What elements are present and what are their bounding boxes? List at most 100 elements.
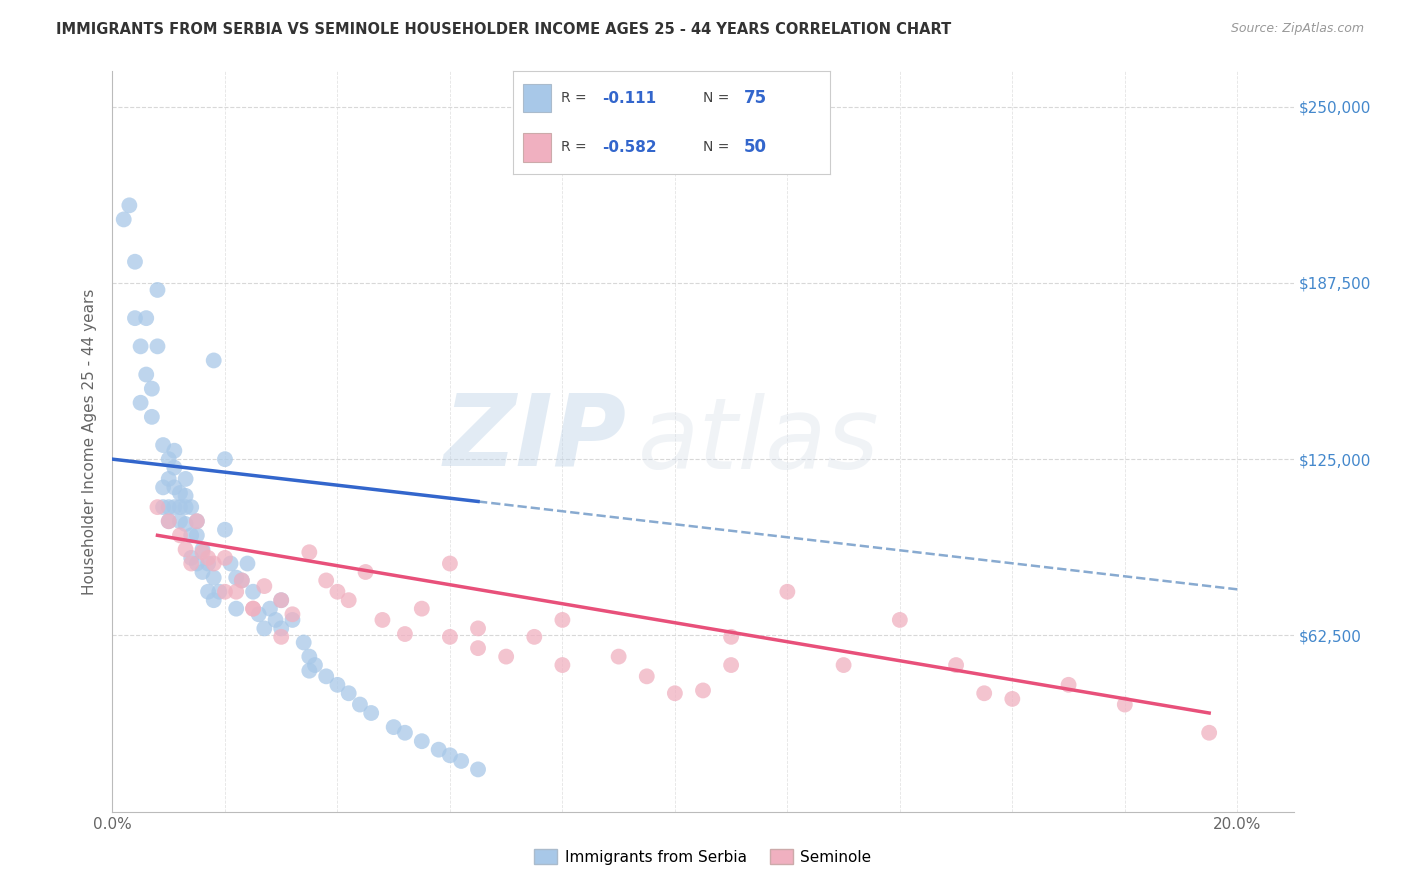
Point (467, 641, 489, 656)
Point (337, 593, 360, 607)
Point (270, 630, 292, 644)
Point (214, 584, 236, 599)
Point (1057, 678, 1080, 692)
Point (253, 621, 276, 635)
Point (298, 545, 321, 559)
Point (720, 630, 742, 644)
Point (720, 658, 742, 673)
Point (231, 574, 253, 588)
Point (186, 514, 208, 528)
Point (157, 500, 180, 515)
Text: -0.111: -0.111 (602, 90, 655, 105)
Point (174, 489, 197, 503)
Point (169, 528, 191, 542)
Point (371, 613, 394, 627)
Point (360, 706, 382, 720)
Point (157, 514, 180, 528)
Point (186, 514, 208, 528)
Point (146, 339, 169, 353)
Point (186, 528, 208, 542)
Point (242, 601, 264, 615)
Point (467, 763, 489, 777)
Point (219, 557, 242, 571)
Y-axis label: Householder Income Ages 25 - 44 years: Householder Income Ages 25 - 44 years (82, 288, 97, 595)
Point (692, 683, 714, 698)
Point (523, 630, 546, 644)
Point (141, 382, 163, 396)
Point (197, 550, 219, 565)
Text: N =: N = (703, 91, 734, 105)
Point (973, 686, 995, 700)
Point (174, 500, 197, 515)
Point (214, 523, 236, 537)
Point (411, 734, 433, 748)
Point (141, 409, 163, 424)
Point (636, 669, 658, 683)
Point (152, 438, 174, 452)
Point (180, 550, 202, 565)
Point (163, 460, 186, 475)
Point (607, 649, 630, 664)
Point (152, 500, 174, 515)
Point (450, 754, 472, 768)
Text: 50: 50 (744, 138, 768, 156)
Point (394, 725, 416, 739)
Point (146, 283, 169, 297)
Point (945, 658, 967, 673)
Point (174, 472, 197, 486)
Point (180, 528, 202, 542)
Point (242, 601, 264, 615)
Point (315, 574, 337, 588)
Point (118, 198, 141, 212)
Point (186, 557, 208, 571)
Point (157, 514, 180, 528)
Point (832, 658, 855, 673)
Point (225, 584, 247, 599)
Point (439, 630, 461, 644)
Point (394, 627, 416, 641)
Point (270, 621, 292, 635)
Text: IMMIGRANTS FROM SERBIA VS SEMINOLE HOUSEHOLDER INCOME AGES 25 - 44 YEARS CORRELA: IMMIGRANTS FROM SERBIA VS SEMINOLE HOUSE… (56, 22, 952, 37)
Point (242, 584, 264, 599)
Point (202, 571, 225, 585)
Point (202, 353, 225, 368)
Point (495, 649, 517, 664)
Point (191, 565, 214, 579)
Point (315, 669, 337, 683)
Point (551, 658, 574, 673)
Point (225, 571, 247, 585)
Point (304, 658, 326, 673)
Point (157, 472, 180, 486)
FancyBboxPatch shape (523, 133, 551, 161)
Point (152, 480, 174, 494)
Point (146, 500, 169, 515)
Point (281, 607, 304, 622)
Point (135, 368, 157, 382)
Point (112, 212, 135, 227)
Point (439, 748, 461, 763)
Text: R =: R = (561, 140, 591, 154)
Point (135, 311, 157, 326)
Point (180, 557, 202, 571)
Point (326, 678, 349, 692)
FancyBboxPatch shape (523, 84, 551, 112)
Point (129, 339, 152, 353)
Point (124, 311, 146, 326)
Point (197, 584, 219, 599)
Point (349, 698, 371, 712)
Point (163, 443, 186, 458)
Text: N =: N = (703, 140, 734, 154)
Text: atlas: atlas (638, 393, 880, 490)
Point (298, 664, 321, 678)
Point (467, 621, 489, 635)
Point (337, 686, 360, 700)
Point (208, 584, 231, 599)
Point (169, 500, 191, 515)
Point (214, 452, 236, 467)
Point (270, 593, 292, 607)
Point (174, 542, 197, 557)
Point (382, 720, 405, 734)
Point (129, 396, 152, 410)
Point (191, 545, 214, 559)
Text: -0.582: -0.582 (602, 140, 657, 155)
